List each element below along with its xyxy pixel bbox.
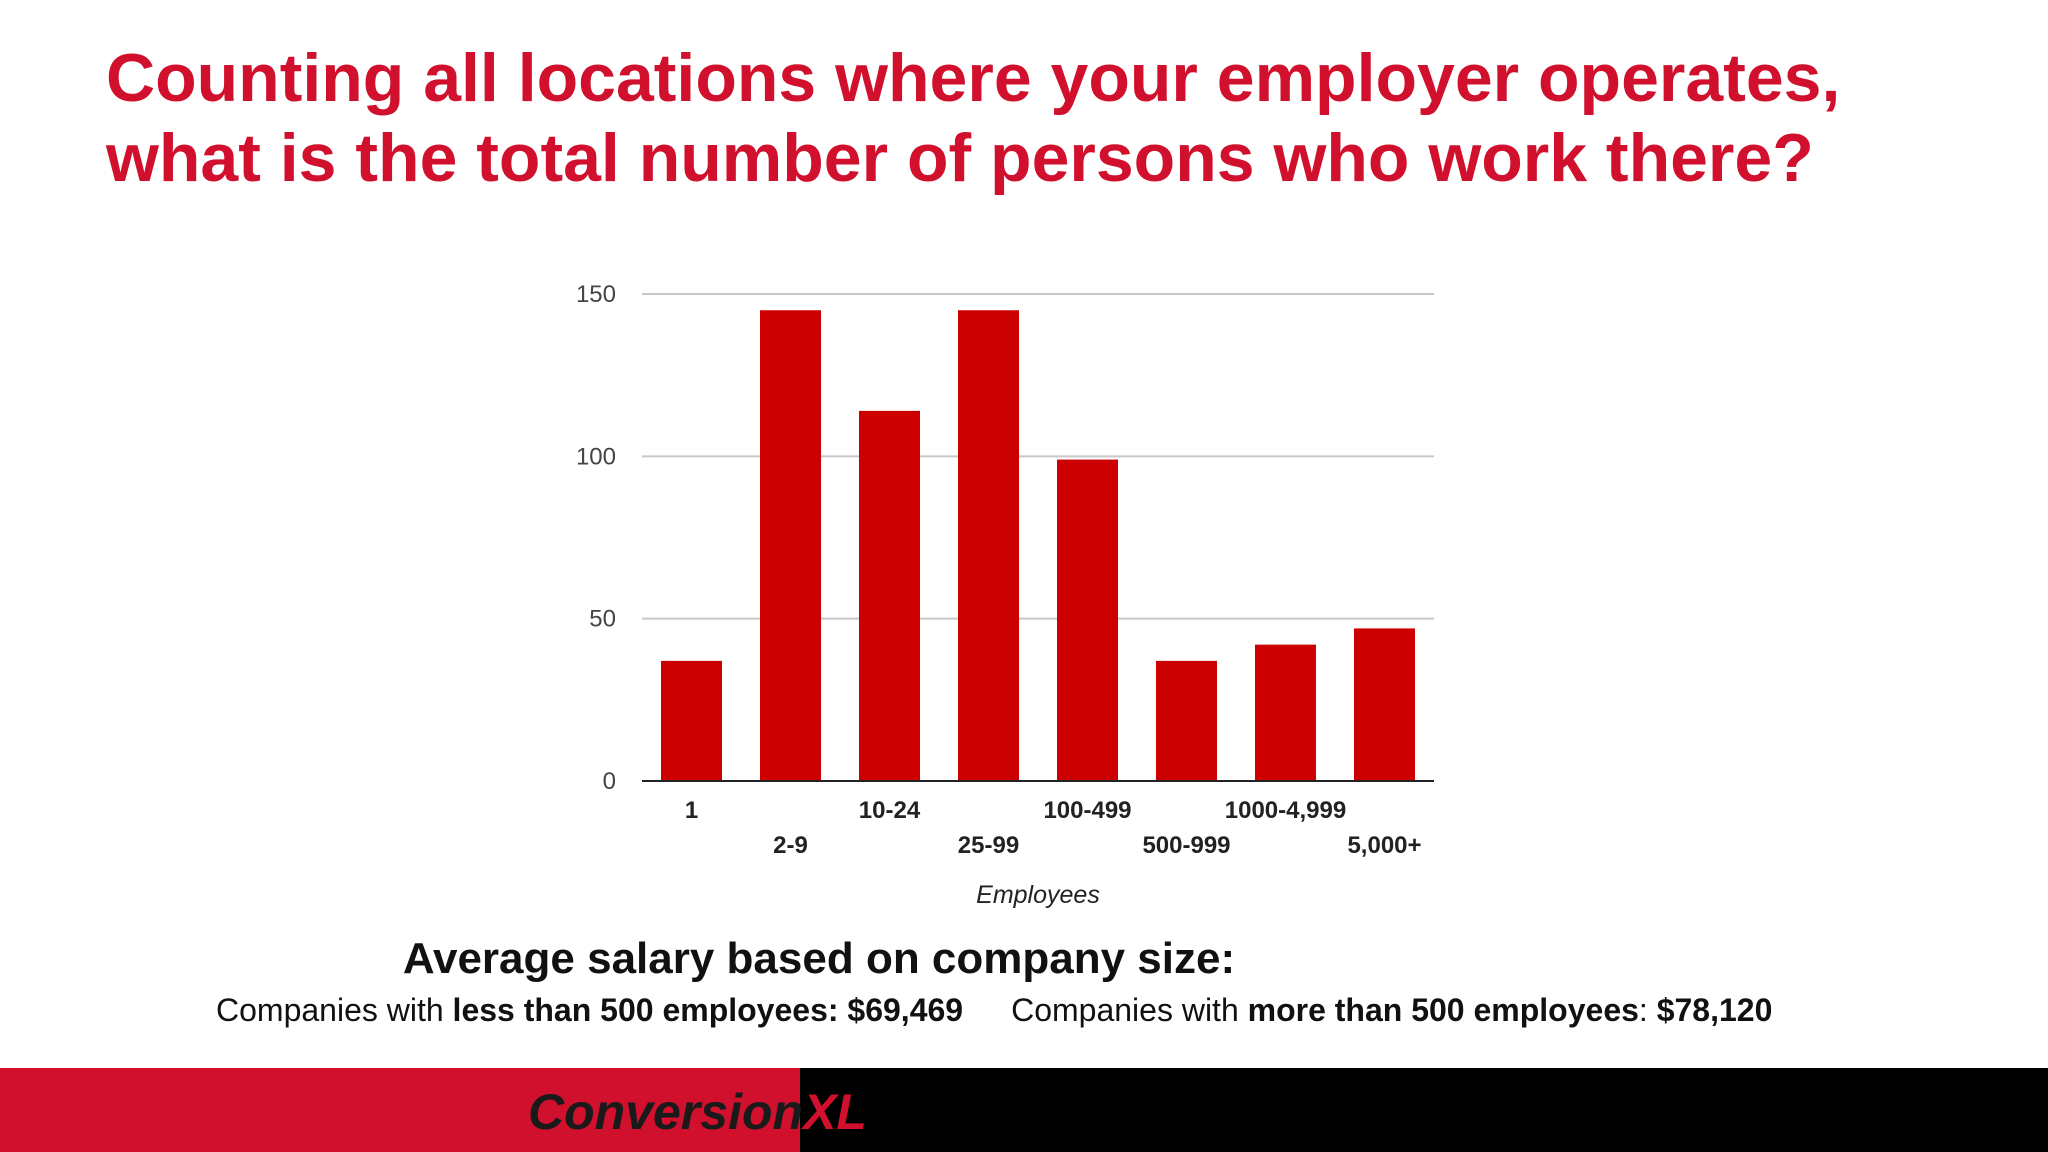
salary-left-value: less than 500 employees: $69,469 xyxy=(452,992,964,1028)
footer-red-block xyxy=(0,1068,800,1152)
x-tick-label: 5,000+ xyxy=(1347,832,1421,859)
salary-right-colon: : xyxy=(1638,992,1657,1028)
x-tick-label: 2-9 xyxy=(773,832,808,859)
bar xyxy=(1354,628,1415,781)
slide-title: Counting all locations where your employ… xyxy=(106,38,1986,198)
y-tick-label: 100 xyxy=(576,443,616,470)
salary-right-value: $78,120 xyxy=(1656,992,1773,1028)
x-tick-label: 100-499 xyxy=(1043,797,1131,824)
x-axis-title: Employees xyxy=(976,881,1100,909)
title-line-2: what is the total number of persons who … xyxy=(106,120,1814,196)
bar xyxy=(1255,644,1316,781)
logo-text-xl: XL xyxy=(803,1084,867,1140)
bar xyxy=(1057,459,1118,781)
footer-bar xyxy=(0,1068,2048,1152)
bar xyxy=(1156,660,1217,781)
salary-right-prefix: Companies with xyxy=(1011,992,1248,1028)
logo-text-conversion: Conversion xyxy=(528,1084,804,1140)
conversionxl-logo: ConversionXL xyxy=(528,1084,867,1140)
y-tick-label: 0 xyxy=(603,768,616,795)
x-tick-label: 1 xyxy=(685,797,698,824)
salary-comparison: Companies with less than 500 employees: … xyxy=(216,992,1966,1029)
title-line-1: Counting all locations where your employ… xyxy=(106,40,1841,116)
y-tick-label: 50 xyxy=(589,606,616,633)
x-tick-label: 1000-4,999 xyxy=(1225,797,1346,824)
x-tick-label: 25-99 xyxy=(958,832,1019,859)
bar xyxy=(958,310,1019,781)
bar xyxy=(760,310,821,781)
x-tick-label: 10-24 xyxy=(859,797,921,824)
x-tick-label: 500-999 xyxy=(1142,832,1230,859)
bar xyxy=(859,410,920,781)
salary-right-label: more than 500 employees xyxy=(1247,992,1639,1028)
y-tick-label: 150 xyxy=(576,281,616,308)
salary-left-prefix: Companies with xyxy=(216,992,453,1028)
salary-heading: Average salary based on company size: xyxy=(402,934,1236,983)
bar xyxy=(661,660,722,781)
